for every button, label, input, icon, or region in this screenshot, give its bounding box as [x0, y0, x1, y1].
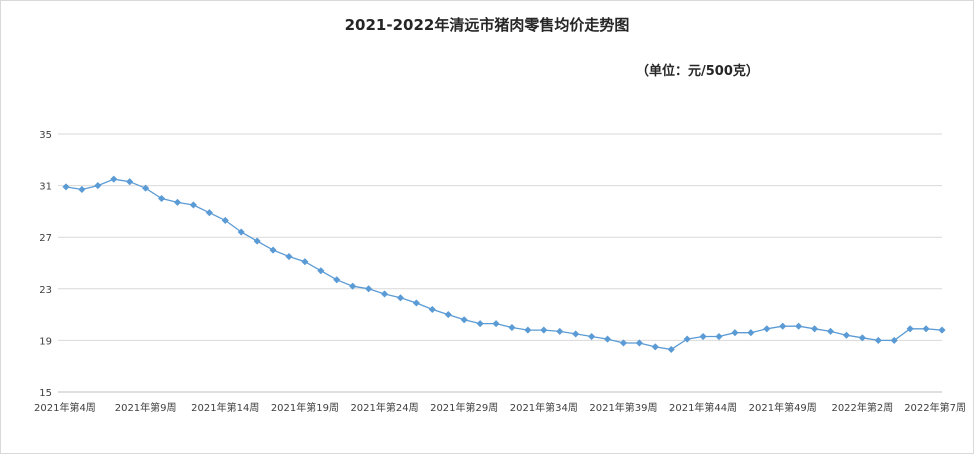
data-point — [667, 345, 675, 354]
y-tick-label: 35 — [39, 130, 52, 141]
x-tick-label: 2022年第7周 — [904, 401, 966, 414]
data-point — [556, 327, 564, 336]
data-point — [269, 246, 277, 254]
data-point — [699, 332, 707, 341]
data-point — [380, 290, 389, 298]
x-tick-label: 2021年第29周 — [430, 401, 498, 414]
data-point — [301, 258, 309, 266]
x-tick-label: 2021年第34周 — [510, 401, 578, 414]
data-point — [938, 326, 946, 334]
data-point — [635, 339, 644, 347]
data-point — [253, 237, 261, 245]
x-tick-label: 2021年第4周 — [34, 401, 96, 414]
data-point — [858, 334, 867, 342]
data-point — [683, 335, 691, 343]
data-point — [412, 299, 421, 307]
data-point — [540, 326, 548, 334]
data-point — [763, 325, 771, 333]
data-point — [890, 336, 898, 345]
data-point — [141, 184, 150, 192]
x-tick-label: 2021年第49周 — [749, 401, 817, 414]
data-point — [572, 330, 580, 338]
data-point — [842, 331, 851, 339]
data-point — [333, 276, 341, 284]
y-tick-label: 19 — [39, 336, 52, 347]
data-point — [237, 228, 245, 236]
data-point — [444, 310, 452, 319]
data-point — [810, 325, 819, 333]
y-tick-label: 15 — [39, 388, 52, 399]
data-point — [349, 282, 357, 290]
x-tick-label: 2021年第14周 — [191, 401, 259, 414]
data-point — [587, 332, 596, 341]
data-point — [779, 322, 787, 330]
data-point — [476, 319, 484, 328]
y-tick-label: 31 — [39, 182, 52, 193]
data-point — [524, 326, 532, 334]
data-point — [826, 327, 835, 336]
data-point — [508, 323, 516, 332]
y-tick-label: 27 — [39, 233, 52, 244]
data-point — [747, 329, 755, 337]
series-line — [65, 178, 943, 351]
data-point — [62, 183, 70, 191]
data-point — [922, 325, 930, 333]
data-point — [317, 267, 325, 275]
x-tick-label: 2022年第2周 — [831, 401, 893, 414]
data-point — [94, 181, 102, 190]
data-point — [795, 322, 803, 330]
data-point — [731, 329, 739, 337]
y-tick-label: 23 — [39, 285, 52, 296]
data-point — [715, 332, 723, 341]
x-tick-label: 2021年第19周 — [271, 401, 339, 414]
data-point — [906, 325, 914, 333]
x-tick-label: 2021年第24周 — [350, 401, 418, 414]
data-point — [460, 316, 468, 324]
x-tick-label: 2021年第9周 — [115, 401, 177, 414]
data-point — [221, 216, 229, 225]
data-point — [428, 305, 436, 314]
data-point — [364, 285, 373, 293]
data-point — [78, 185, 86, 194]
data-point — [205, 209, 213, 217]
data-point — [189, 201, 198, 209]
data-point — [603, 335, 612, 343]
chart-subtitle: （单位：元/500克） — [636, 64, 759, 79]
x-tick-label: 2021年第39周 — [589, 401, 657, 414]
data-point — [874, 336, 882, 345]
data-point — [285, 252, 293, 261]
data-point — [157, 194, 166, 203]
data-point — [110, 175, 118, 183]
chart-title: 2021-2022年清远市猪肉零售均价走势图 — [344, 16, 630, 34]
data-point — [126, 178, 134, 186]
data-point — [396, 294, 405, 302]
data-point — [651, 343, 659, 351]
x-tick-label: 2021年第44周 — [669, 401, 737, 414]
data-point — [492, 319, 500, 328]
data-point — [173, 198, 182, 207]
data-point — [619, 339, 628, 347]
